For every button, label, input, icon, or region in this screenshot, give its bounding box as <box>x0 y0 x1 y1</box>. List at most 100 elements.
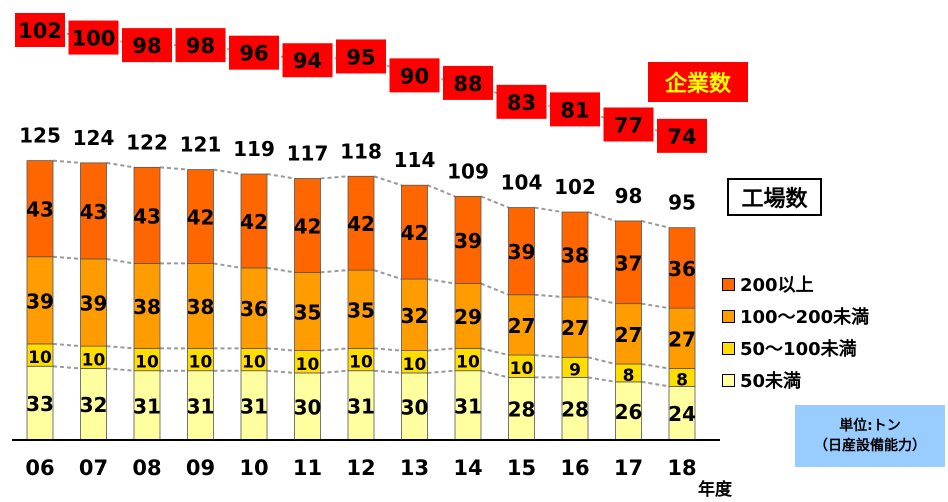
series-connector <box>427 347 456 352</box>
bar-value-label: 24 <box>668 402 696 426</box>
bar-value-label: 31 <box>347 394 375 418</box>
unit-line2: （日産設備能力） <box>814 438 926 454</box>
bar-value-label: 35 <box>347 298 375 322</box>
bars-layer: 33 10 39 43 32 10 39 43 31 10 38 43 31 10 38 42 31 10 36 42… <box>26 160 696 441</box>
series-connector <box>641 219 670 229</box>
series-connector <box>373 369 402 374</box>
x-tick-label: 17 <box>614 456 643 480</box>
bar-value-label: 10 <box>349 353 373 373</box>
legend-swatch <box>722 309 735 323</box>
series-connector <box>106 257 135 265</box>
series-connector <box>213 262 242 269</box>
bar-value-label: 31 <box>454 394 482 418</box>
bar-value-label: 39 <box>80 292 108 316</box>
bar-total-label: 124 <box>73 126 115 150</box>
bar-value-label: 30 <box>294 395 322 419</box>
bar-value-label: 42 <box>240 210 268 234</box>
legend-swatch <box>722 373 735 387</box>
bar-value-label: 10 <box>242 353 266 373</box>
bar-value-label: 8 <box>623 366 635 386</box>
company-count-label: 88 <box>453 72 482 96</box>
bar-segment <box>347 269 375 349</box>
bar-segment <box>561 211 589 298</box>
series-connector <box>480 369 509 379</box>
bar-segment <box>401 278 428 351</box>
company-count-marker <box>603 107 654 142</box>
bar-value-label: 27 <box>615 323 643 347</box>
series-connector <box>427 369 456 374</box>
connectors-layer <box>52 159 670 388</box>
bar-value-label: 31 <box>240 394 268 418</box>
unit-note: 単位:トン （日産設備能力） <box>795 405 945 467</box>
bar-value-label: 8 <box>676 370 688 390</box>
series-connector <box>641 380 670 388</box>
bar-segment <box>240 267 268 349</box>
bar-total-label: 102 <box>554 175 596 199</box>
company-count-label: 96 <box>239 42 268 66</box>
bar-segment <box>401 184 428 280</box>
company-count-marker <box>15 13 65 47</box>
company-count-marker <box>175 28 226 63</box>
bar-value-label: 33 <box>26 392 54 416</box>
bar-value-label: 27 <box>668 327 696 351</box>
x-tick-label: 12 <box>346 456 375 480</box>
bar-segment <box>133 166 161 264</box>
bar-total-label: 122 <box>126 130 168 154</box>
series-connector <box>266 369 295 374</box>
bar-value-label: 37 <box>615 251 643 275</box>
company-count-marker <box>282 43 333 78</box>
bar-segment <box>133 370 161 441</box>
bar-total-label: 119 <box>233 137 275 161</box>
bar-value-label: 9 <box>569 360 581 380</box>
bar-segment <box>347 370 375 441</box>
bar-total-label: 118 <box>340 139 382 163</box>
bar-value-label: 10 <box>135 353 159 373</box>
legend-item: 50未満 <box>722 364 869 396</box>
company-count-label: 83 <box>507 91 536 115</box>
series-connector <box>427 184 456 198</box>
series-connector <box>373 347 402 352</box>
series-connector <box>52 255 81 260</box>
bar-total-label: 114 <box>394 148 436 172</box>
bar-value-label: 10 <box>28 348 52 368</box>
series-connector <box>480 347 509 357</box>
bar-value-label: 32 <box>80 393 108 417</box>
bar-segment <box>454 195 482 284</box>
bar-segment <box>347 175 375 271</box>
company-count-label: 102 <box>18 19 62 43</box>
bar-segment <box>615 303 642 365</box>
plants-label: 工場数 <box>727 178 822 216</box>
series-connector <box>534 206 563 214</box>
series-connector <box>320 175 349 180</box>
series-connector <box>587 376 616 383</box>
x-axis-unit: 年度 <box>698 479 733 500</box>
series-connector <box>159 166 188 171</box>
bar-segment <box>508 207 535 296</box>
bar-value-label: 31 <box>187 394 215 418</box>
company-count-label: 100 <box>72 27 116 51</box>
series-connector <box>106 161 135 169</box>
company-count-label: 74 <box>667 125 696 149</box>
series-connector <box>213 168 242 176</box>
bar-value-label: 42 <box>347 212 375 236</box>
bar-segment <box>80 258 107 347</box>
x-tick-label: 18 <box>667 456 696 480</box>
company-count-marker <box>68 20 119 55</box>
bar-segment <box>615 220 642 305</box>
legend-swatch <box>722 341 735 355</box>
bar-value-label: 36 <box>240 297 268 321</box>
legend-label: 50未満 <box>740 371 802 392</box>
company-count-label: 98 <box>186 34 215 58</box>
company-count-marker <box>657 118 707 153</box>
bar-total-label: 109 <box>447 159 489 183</box>
series-connector <box>587 356 616 365</box>
unit-line1: 単位:トン <box>839 418 901 434</box>
x-tick-label: 06 <box>25 456 54 480</box>
series-connector <box>266 173 295 180</box>
company-count-label: 90 <box>400 64 429 88</box>
bar-segment <box>80 162 107 260</box>
x-tick-label: 09 <box>186 456 215 480</box>
legend-label: 50～100未満 <box>740 339 857 360</box>
legend-swatch <box>722 277 735 291</box>
